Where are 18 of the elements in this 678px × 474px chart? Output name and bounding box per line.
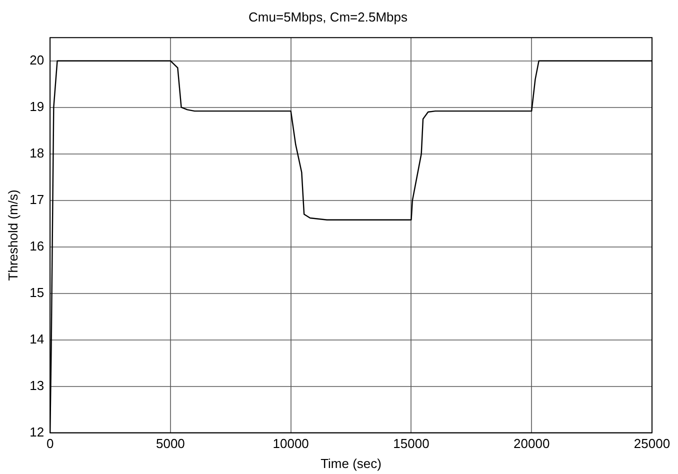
y-tick-label: 16	[30, 238, 44, 254]
x-tick-label: 10000	[272, 436, 309, 452]
chart-title: Cmu=5Mbps, Cm=2.5Mbps	[248, 9, 408, 24]
x-tick-label: 25000	[634, 436, 670, 452]
y-tick-label: 20	[30, 52, 44, 68]
x-tick-label: 20000	[514, 436, 550, 452]
y-tick-label: 14	[30, 331, 44, 346]
y-tick-label: 17	[30, 192, 44, 207]
y-tick-label: 13	[30, 378, 44, 393]
x-axis-title: Time (sec)	[320, 456, 382, 471]
y-tick-label: 15	[30, 284, 44, 300]
y-tick-label: 18	[30, 145, 44, 160]
x-tick-label: 5000	[156, 436, 185, 452]
x-tick-label: 15000	[393, 436, 430, 452]
x-tick-label: 0	[46, 436, 54, 452]
y-tick-label: 19	[30, 98, 44, 114]
y-axis-title: Threshold (m/s)	[5, 190, 20, 281]
y-tick-label: 12	[30, 424, 44, 440]
